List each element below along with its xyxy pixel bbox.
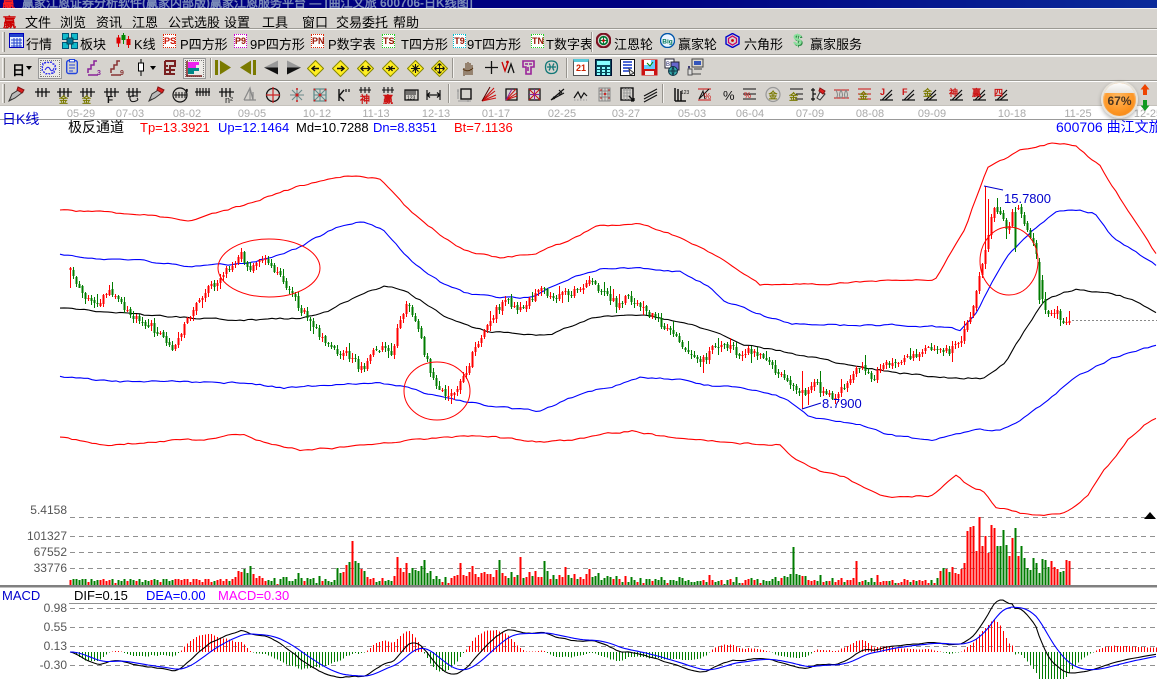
svg-text:0.98: 0.98 xyxy=(44,601,68,615)
svg-text:09-05: 09-05 xyxy=(238,108,266,120)
svg-text:07-03: 07-03 xyxy=(116,108,144,120)
svg-text:n²: n² xyxy=(225,95,233,104)
svg-text:9: 9 xyxy=(120,70,124,76)
svg-text:07-09: 07-09 xyxy=(796,108,824,120)
svg-text:8.7900: 8.7900 xyxy=(822,396,862,411)
svg-text:Bt=7.1136: Bt=7.1136 xyxy=(454,120,513,135)
svg-text:33776: 33776 xyxy=(34,561,68,575)
svg-text:-0.30: -0.30 xyxy=(40,658,68,672)
svg-text:123: 123 xyxy=(407,96,416,102)
svg-text:神: 神 xyxy=(360,93,370,104)
svg-text:11-13: 11-13 xyxy=(362,108,389,120)
svg-text:08-08: 08-08 xyxy=(856,108,884,120)
svg-text:MACD: MACD xyxy=(2,588,40,603)
svg-text:金: 金 xyxy=(788,91,799,102)
svg-text:12-13: 12-13 xyxy=(422,108,450,120)
svg-text:12-25: 12-25 xyxy=(1134,108,1157,120)
svg-text:%: % xyxy=(744,91,751,100)
svg-text:四: 四 xyxy=(994,88,1003,98)
svg-text:极反通道: 极反通道 xyxy=(68,119,124,135)
svg-text:Big: Big xyxy=(662,39,673,46)
svg-text:3: 3 xyxy=(97,70,101,76)
svg-text:B: B xyxy=(666,62,670,68)
svg-text:%: % xyxy=(704,92,711,101)
svg-text:Up=12.1464: Up=12.1464 xyxy=(218,120,289,135)
svg-text:03-27: 03-27 xyxy=(612,108,640,120)
svg-text:DIF=0.15: DIF=0.15 xyxy=(74,588,128,603)
svg-text:%: % xyxy=(723,88,735,103)
svg-text:05-03: 05-03 xyxy=(678,108,706,120)
svg-text:MACD=0.30: MACD=0.30 xyxy=(218,588,289,603)
svg-text:10-12: 10-12 xyxy=(303,108,331,120)
svg-text:0.55: 0.55 xyxy=(44,620,68,634)
svg-text:05-29: 05-29 xyxy=(67,108,95,120)
svg-text:神: 神 xyxy=(949,87,958,98)
svg-text:10-18: 10-18 xyxy=(998,108,1026,120)
svg-text:日K线: 日K线 xyxy=(2,111,39,127)
svg-text:F: F xyxy=(902,87,908,97)
svg-text:67552: 67552 xyxy=(34,545,68,559)
svg-text:15.7800: 15.7800 xyxy=(1004,191,1051,206)
svg-text:金: 金 xyxy=(81,94,92,104)
svg-text:金: 金 xyxy=(58,94,69,104)
svg-text:06-04: 06-04 xyxy=(736,108,764,120)
svg-text:金: 金 xyxy=(922,87,933,98)
svg-text:DEA=0.00: DEA=0.00 xyxy=(146,588,206,603)
svg-text:J: J xyxy=(880,87,885,97)
svg-text:123: 123 xyxy=(681,90,689,96)
svg-text:金: 金 xyxy=(768,90,779,101)
svg-text:赢: 赢 xyxy=(972,87,981,98)
svg-text:09-09: 09-09 xyxy=(918,108,946,120)
svg-text:01-17: 01-17 xyxy=(482,108,510,120)
svg-text:02-25: 02-25 xyxy=(548,108,576,120)
svg-text:5.4158: 5.4158 xyxy=(30,503,67,517)
svg-text:赢: 赢 xyxy=(383,93,393,104)
svg-text:0.13: 0.13 xyxy=(44,639,68,653)
svg-text:11-25: 11-25 xyxy=(1064,108,1091,120)
svg-text:08-02: 08-02 xyxy=(173,108,201,120)
svg-text:Dn=8.8351: Dn=8.8351 xyxy=(373,120,437,135)
svg-text:Md=10.7288: Md=10.7288 xyxy=(296,120,369,135)
svg-text:Tp=13.3921: Tp=13.3921 xyxy=(140,120,210,135)
svg-text:600706 曲江文旅: 600706 曲江文旅 xyxy=(1056,119,1157,135)
svg-text:金: 金 xyxy=(858,90,869,101)
svg-text:F: F xyxy=(107,95,113,104)
svg-text:101327: 101327 xyxy=(27,529,67,543)
